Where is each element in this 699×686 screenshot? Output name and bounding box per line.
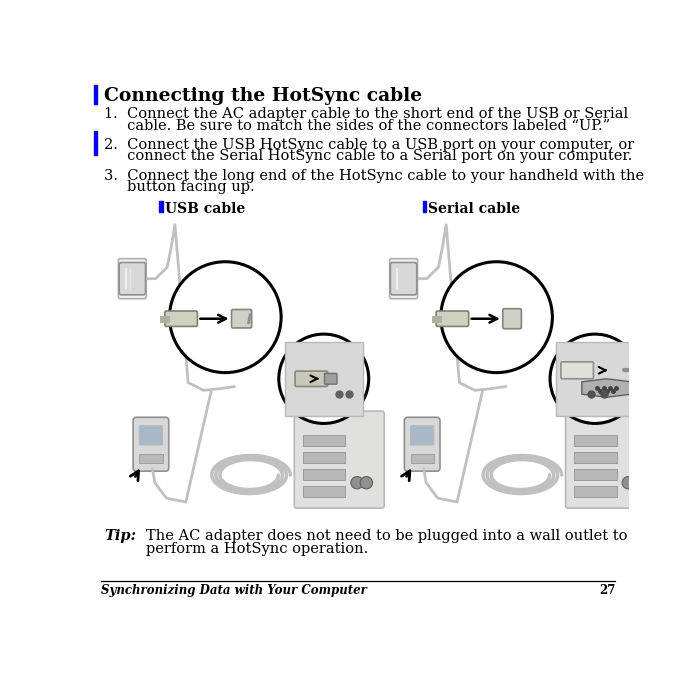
Text: 3.  Connect the long end of the HotSync cable to your handheld with the: 3. Connect the long end of the HotSync c… — [104, 169, 644, 182]
Text: Tip:: Tip: — [104, 529, 136, 543]
Circle shape — [550, 334, 640, 423]
Text: Serial cable: Serial cable — [428, 202, 521, 215]
Bar — [94, 131, 97, 156]
Text: 1.  Connect the AC adapter cable to the short end of the USB or Serial: 1. Connect the AC adapter cable to the s… — [104, 107, 628, 121]
FancyBboxPatch shape — [565, 411, 656, 508]
Circle shape — [441, 262, 552, 372]
Bar — [423, 201, 426, 212]
Bar — [303, 452, 345, 462]
FancyBboxPatch shape — [133, 417, 168, 471]
Bar — [94, 85, 97, 104]
Text: The AC adapter does not need to be plugged into a wall outlet to: The AC adapter does not need to be plugg… — [145, 529, 627, 543]
Circle shape — [279, 334, 368, 423]
Polygon shape — [582, 379, 631, 397]
Bar — [285, 342, 363, 416]
Text: 2.  Connect the USB HotSync cable to a USB port on your computer, or: 2. Connect the USB HotSync cable to a US… — [104, 138, 635, 152]
Bar — [574, 435, 617, 446]
Text: perform a HotSync operation.: perform a HotSync operation. — [145, 542, 368, 556]
Text: 27: 27 — [599, 584, 615, 597]
FancyBboxPatch shape — [118, 259, 146, 298]
Circle shape — [170, 262, 281, 372]
FancyBboxPatch shape — [503, 309, 521, 329]
FancyBboxPatch shape — [165, 311, 197, 327]
FancyBboxPatch shape — [119, 263, 145, 295]
FancyBboxPatch shape — [295, 371, 328, 386]
FancyBboxPatch shape — [231, 309, 252, 328]
Bar — [556, 342, 634, 416]
Bar — [574, 452, 617, 462]
Text: USB cable: USB cable — [165, 202, 245, 215]
Bar — [139, 454, 163, 464]
Circle shape — [360, 477, 373, 489]
Bar — [410, 454, 434, 464]
Circle shape — [622, 477, 635, 489]
Text: Synchronizing Data with Your Computer: Synchronizing Data with Your Computer — [101, 584, 367, 597]
Bar — [303, 486, 345, 497]
FancyBboxPatch shape — [389, 259, 417, 298]
Text: cable. Be sure to match the sides of the connectors labeled “UP.”: cable. Be sure to match the sides of the… — [104, 119, 610, 132]
FancyBboxPatch shape — [324, 373, 337, 384]
FancyBboxPatch shape — [391, 263, 417, 295]
FancyBboxPatch shape — [139, 426, 163, 445]
Bar — [303, 469, 345, 480]
Bar — [574, 486, 617, 497]
Circle shape — [631, 477, 644, 489]
FancyBboxPatch shape — [561, 362, 593, 379]
FancyBboxPatch shape — [404, 417, 440, 471]
Text: Connecting the HotSync cable: Connecting the HotSync cable — [104, 87, 423, 105]
Circle shape — [351, 477, 363, 489]
Text: connect the Serial HotSync cable to a Serial port on your computer.: connect the Serial HotSync cable to a Se… — [104, 150, 633, 163]
FancyBboxPatch shape — [294, 411, 384, 508]
FancyBboxPatch shape — [410, 426, 434, 445]
Bar — [303, 435, 345, 446]
FancyBboxPatch shape — [436, 311, 468, 327]
Text: button facing up.: button facing up. — [104, 180, 255, 194]
Bar — [574, 469, 617, 480]
Bar — [159, 201, 163, 212]
